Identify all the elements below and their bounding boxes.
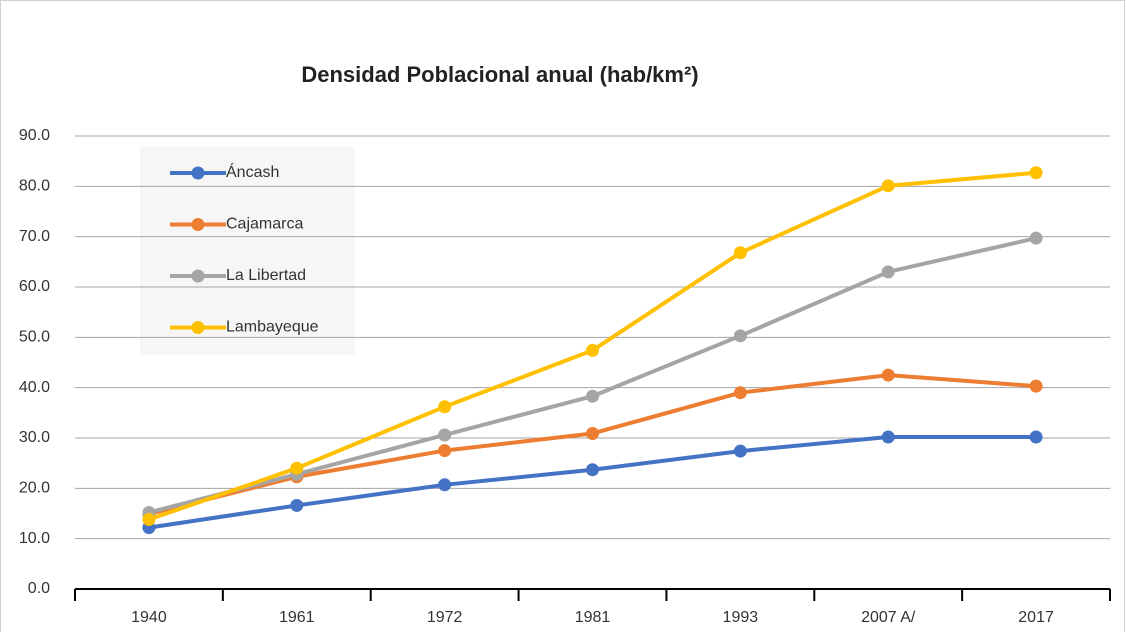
data-point [881, 430, 895, 444]
y-tick-label: 0.0 [28, 580, 50, 597]
x-tick-label: 1993 [723, 609, 759, 626]
data-point [1029, 379, 1043, 393]
data-point [1029, 166, 1043, 180]
data-point [438, 478, 452, 492]
legend-label: Áncash [226, 162, 279, 181]
data-point [290, 498, 304, 512]
data-point [881, 368, 895, 382]
legend-marker [191, 218, 205, 231]
legend-marker [191, 269, 205, 283]
x-tick-label: 1940 [131, 609, 167, 626]
x-tick-label: 2007 A/ [861, 609, 916, 626]
data-point [881, 265, 895, 279]
data-point [586, 389, 599, 403]
data-point [881, 179, 895, 193]
y-tick-label: 60.0 [19, 278, 50, 295]
data-point [1029, 430, 1043, 444]
legend-marker [191, 321, 205, 334]
legend-box [140, 147, 355, 355]
data-point [586, 343, 599, 357]
legend-label: La Libertad [226, 267, 306, 284]
x-tick-label: 1961 [279, 609, 315, 626]
legend-marker [191, 166, 205, 180]
x-tick-label: 2017 [1018, 609, 1054, 626]
data-point [733, 386, 747, 400]
chart-title: Densidad Poblacional anual (hab/km²) [301, 62, 698, 87]
data-point [733, 329, 747, 343]
y-tick-label: 10.0 [19, 530, 50, 547]
x-tick-label: 1972 [427, 609, 463, 626]
data-point [290, 461, 304, 475]
legend-label: Lambayeque [226, 319, 319, 336]
legend-label: Cajamarca [226, 216, 303, 233]
data-point [733, 444, 747, 458]
data-point [438, 428, 452, 442]
data-point [733, 246, 747, 260]
y-tick-label: 90.0 [19, 127, 50, 144]
y-tick-label: 30.0 [19, 429, 50, 446]
data-point [1029, 231, 1043, 245]
y-tick-label: 50.0 [19, 329, 50, 346]
y-tick-label: 20.0 [19, 480, 50, 497]
data-point [586, 426, 599, 440]
data-point [586, 463, 599, 477]
y-tick-label: 70.0 [19, 228, 50, 245]
data-point [142, 513, 156, 527]
data-point [438, 444, 452, 458]
x-tick-label: 1981 [575, 609, 611, 626]
y-tick-label: 80.0 [19, 178, 50, 195]
data-point [438, 400, 452, 414]
y-tick-label: 40.0 [19, 379, 50, 396]
